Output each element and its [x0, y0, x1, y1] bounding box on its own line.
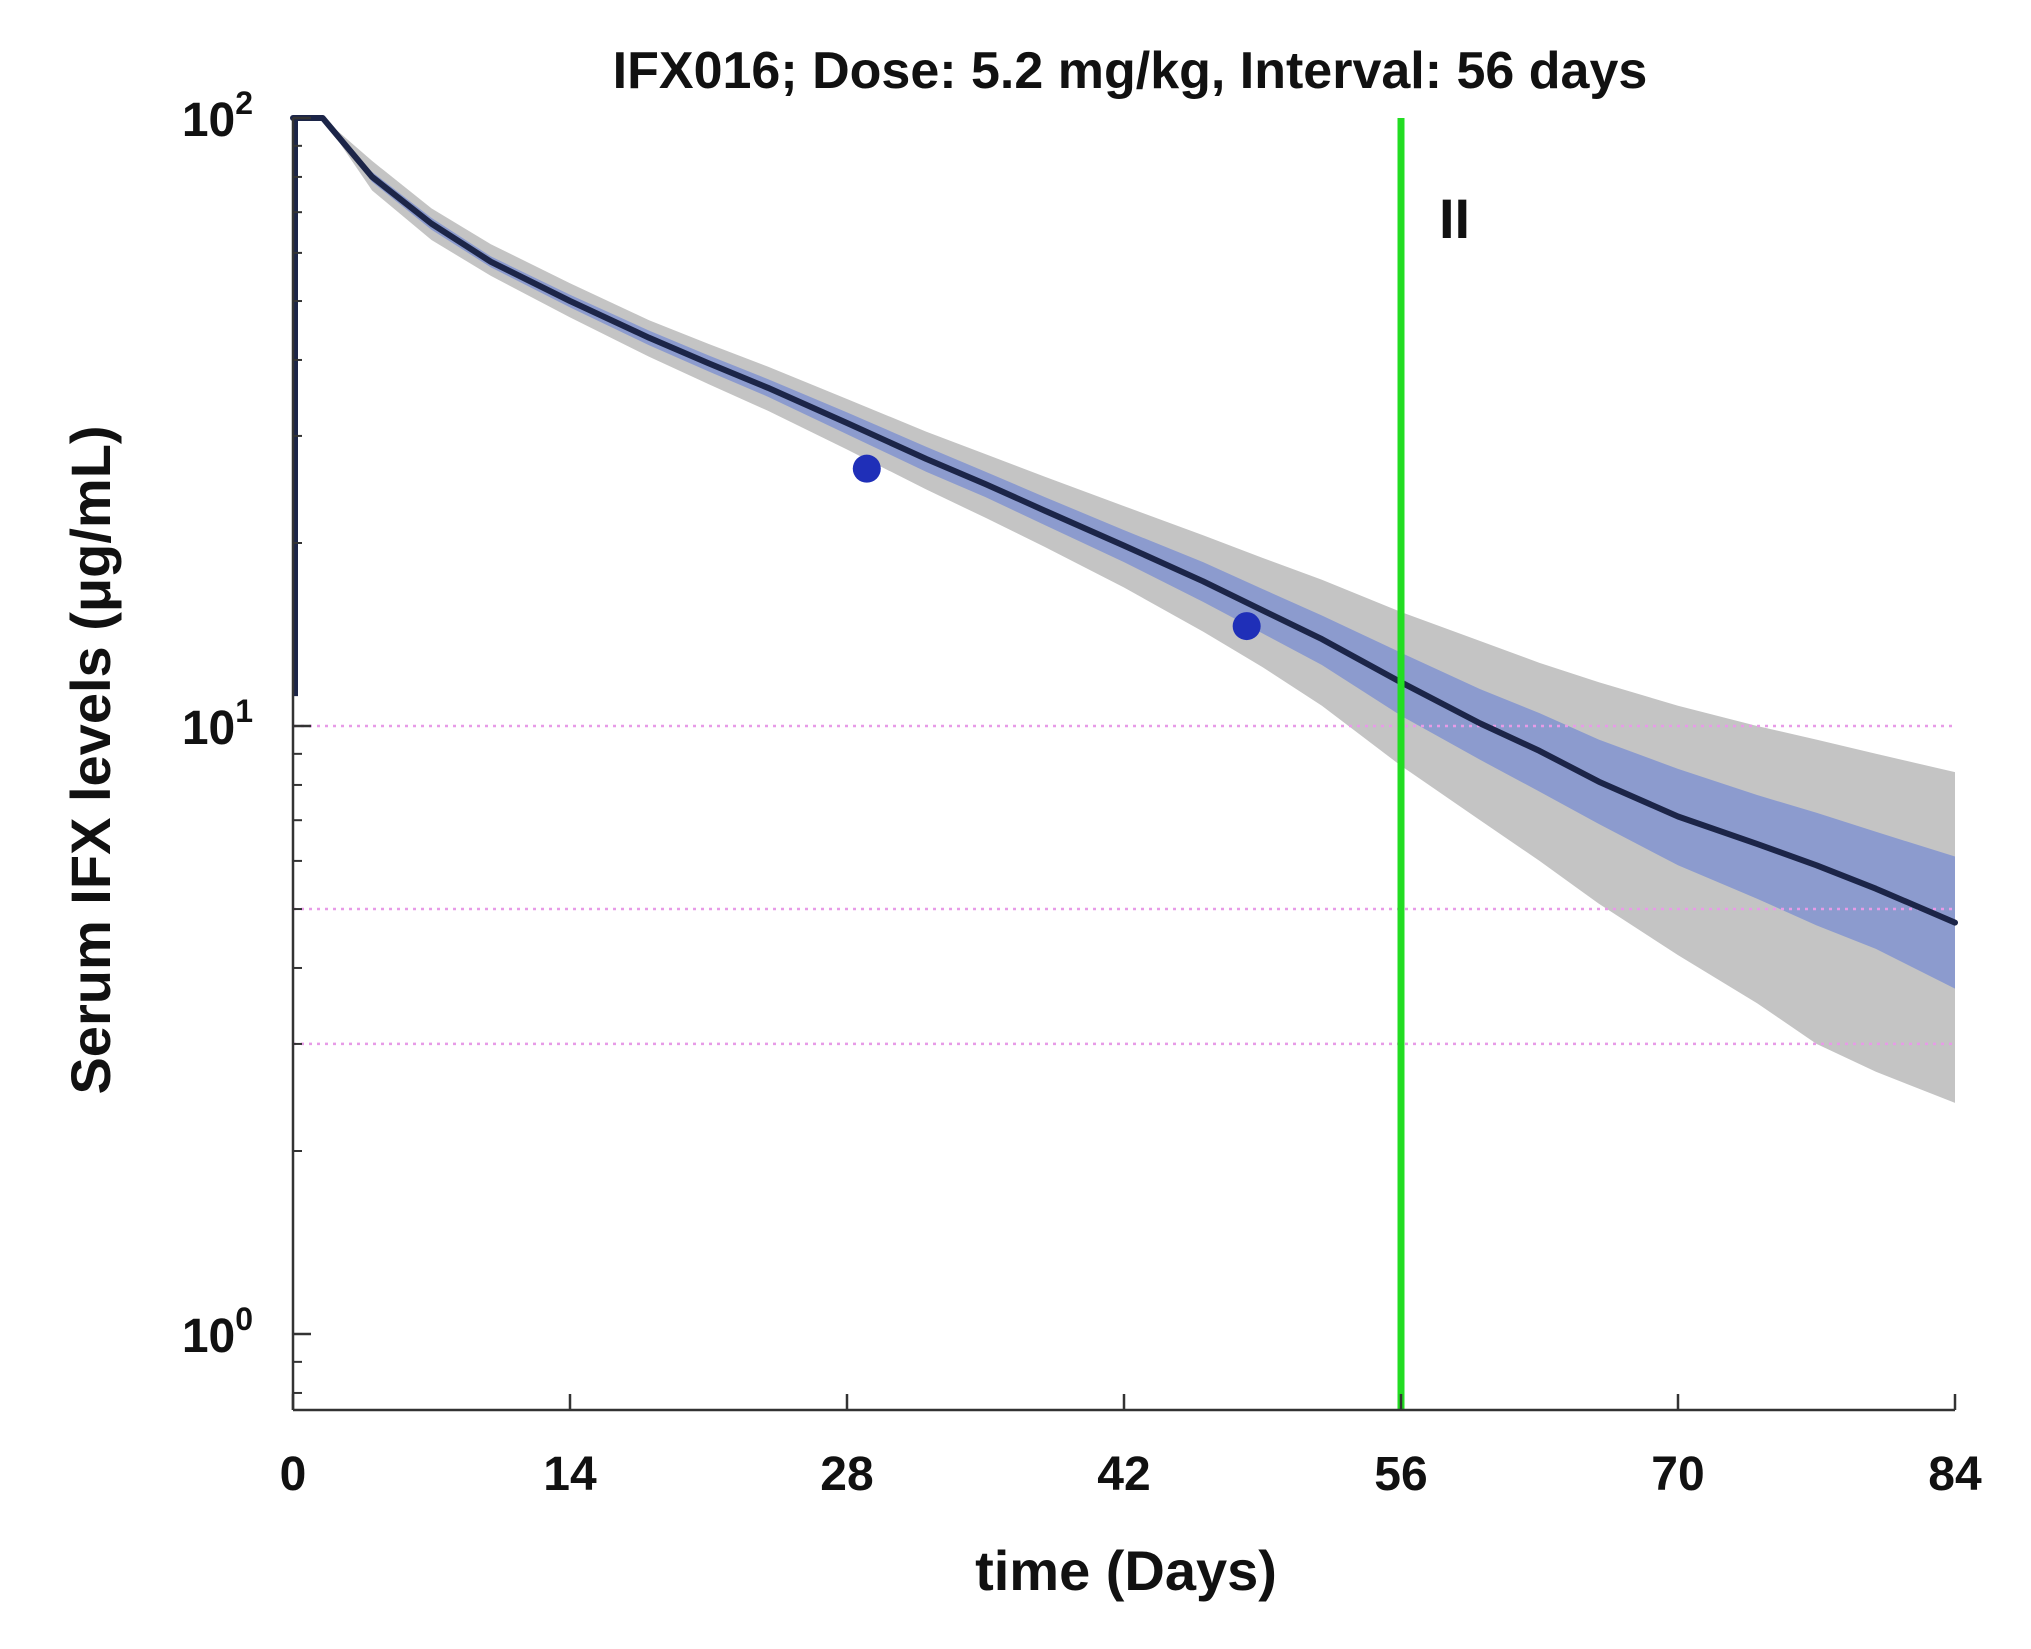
x-tick-label: 28	[820, 1448, 873, 1501]
x-tick-label: 84	[1928, 1448, 1982, 1501]
chart-title: IFX016; Dose: 5.2 mg/kg, Interval: 56 da…	[613, 42, 1648, 100]
observation-point-2	[1232, 612, 1261, 641]
x-tick-label: 14	[543, 1448, 597, 1501]
plot-area: II	[290, 115, 1958, 1410]
x-tick-label: 70	[1651, 1448, 1704, 1501]
y-axis-label: Serum IFX levels (μg/mL)	[59, 425, 122, 1094]
inner-prediction-band	[293, 118, 1955, 989]
x-tick-label: 42	[1097, 1448, 1150, 1501]
x-ticks: 0 14 28 42 56 70 84	[280, 1394, 1982, 1501]
interval-marker: II	[1397, 118, 1470, 1410]
reference-lines	[293, 724, 1955, 1046]
x-tick-label: 56	[1374, 1448, 1427, 1501]
y-ticks: 100 101 102	[182, 85, 311, 1394]
y-tick-label: 101	[182, 693, 253, 755]
axes: 0 14 28 42 56 70 84 100 101 102	[182, 85, 1982, 1501]
x-tick-label: 0	[280, 1448, 307, 1501]
y-tick-label: 102	[182, 85, 253, 147]
series-line-predicted	[290, 115, 1958, 926]
series-lines	[290, 115, 1958, 926]
y-tick-label: 100	[182, 1301, 253, 1363]
observation-points	[852, 454, 1261, 641]
interval-label: II	[1439, 187, 1470, 250]
observation-point-1	[852, 454, 881, 483]
x-axis-label: time (Days)	[975, 1539, 1277, 1602]
